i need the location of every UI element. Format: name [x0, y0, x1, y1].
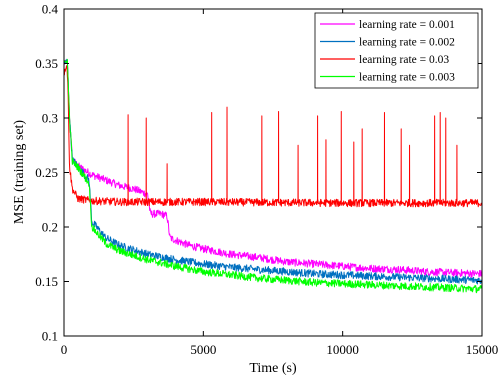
series-line-1	[64, 59, 482, 278]
y-tick-label: 0.2	[42, 220, 58, 235]
y-tick-label: 0.1	[42, 329, 58, 344]
x-axis-label: Time (s)	[249, 361, 297, 376]
legend-label: learning rate = 0.001	[359, 19, 455, 31]
series-line-3	[64, 65, 482, 208]
legend-label: learning rate = 0.002	[359, 37, 455, 49]
y-tick-label: 0.15	[35, 274, 58, 289]
x-tick-label: 0	[61, 342, 68, 357]
x-tick-label: 15000	[466, 342, 499, 357]
series-layer	[64, 58, 482, 294]
y-axis-label: MSE (training set)	[12, 120, 27, 225]
series-line-2	[64, 58, 482, 285]
legend-box	[314, 12, 479, 89]
tick-layer: 0 5000 10000 15000 0.1 0.15 0.2 0.25 0.3 0.35 0.4	[35, 2, 498, 358]
y-tick-label: 0.35	[35, 56, 58, 71]
series-line-4	[64, 58, 482, 294]
x-tick-label: 10000	[326, 342, 359, 357]
legend-label: learning rate = 0.03	[359, 54, 449, 66]
legend: learning rate = 0.001 learning rate = 0.0…	[314, 12, 479, 89]
x-tick-label: 5000	[190, 342, 216, 357]
y-tick-label: 0.3	[42, 111, 58, 126]
y-tick-label: 0.4	[42, 2, 59, 17]
legend-label: learning rate = 0.003	[359, 72, 455, 84]
y-tick-label: 0.25	[35, 165, 58, 180]
